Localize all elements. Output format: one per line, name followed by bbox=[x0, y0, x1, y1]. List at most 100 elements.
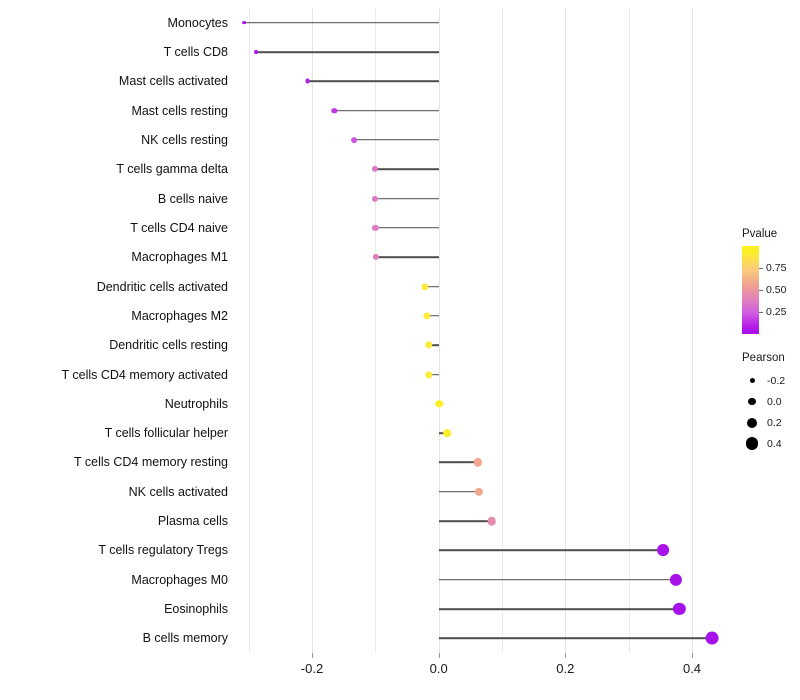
pearson-legend-row: 0.0 bbox=[742, 391, 800, 412]
pearson-legend-dot-cell bbox=[742, 417, 762, 428]
colorbar-tick-label: 0.50 bbox=[766, 284, 787, 296]
y-axis-label: T cells CD4 memory resting bbox=[74, 455, 228, 470]
lollipop-dot[interactable] bbox=[673, 602, 686, 616]
y-axis-label: Dendritic cells activated bbox=[96, 279, 228, 294]
lollipop-dot[interactable] bbox=[443, 429, 451, 437]
pearson-legend-dot bbox=[748, 397, 756, 406]
legend-pvalue-title: Pvalue bbox=[742, 228, 778, 240]
pearson-legend-row: -0.2 bbox=[742, 370, 800, 391]
y-axis-label: Dendritic cells resting bbox=[109, 338, 228, 353]
y-axis-label: T cells CD4 memory activated bbox=[61, 367, 229, 382]
x-tick-label: 0.0 bbox=[429, 661, 448, 676]
gridline-minor bbox=[502, 8, 503, 653]
x-tick-label: 0.2 bbox=[556, 661, 575, 676]
y-axis-label: T cells gamma delta bbox=[116, 162, 228, 177]
gridline-minor bbox=[375, 8, 377, 653]
pearson-legend-dot-cell bbox=[742, 397, 762, 406]
lollipop-stem bbox=[307, 80, 439, 83]
lollipop-dot[interactable] bbox=[669, 573, 682, 586]
gridline-minor bbox=[628, 8, 630, 653]
lollipop-dot[interactable] bbox=[351, 136, 358, 143]
x-tick-mark bbox=[565, 653, 567, 658]
lollipop-stem bbox=[375, 227, 439, 229]
y-axis-label: Eosinophils bbox=[164, 602, 228, 616]
pearson-legend-label: 0.2 bbox=[767, 416, 782, 429]
y-axis-category-labels: Monocytes T cells CD8 Mast cells activated… bbox=[0, 8, 229, 653]
y-axis-label: B cells memory bbox=[142, 631, 228, 646]
y-axis-label: Macrophages M0 bbox=[131, 572, 228, 587]
lollipop-stem bbox=[374, 168, 439, 171]
y-axis-label: Monocytes bbox=[167, 15, 228, 30]
lollipop-dot[interactable] bbox=[372, 254, 380, 261]
lollipop-stem bbox=[424, 285, 439, 288]
legend-pearson: Pearson -0.2 0.0 0.2 0.4 bbox=[742, 352, 800, 454]
y-axis-label: T cells regulatory Tregs bbox=[98, 543, 228, 558]
x-axis: -0.2 0.0 0.2 0.4 bbox=[236, 653, 730, 693]
pearson-legend-label: 0.0 bbox=[767, 395, 782, 408]
lollipop-stem bbox=[256, 51, 439, 53]
lollipop-dot[interactable] bbox=[474, 487, 483, 496]
x-tick-mark bbox=[692, 653, 693, 658]
lollipop-dot[interactable] bbox=[705, 631, 719, 645]
lollipop-stem bbox=[376, 256, 439, 258]
lollipop-dot[interactable] bbox=[371, 195, 378, 202]
pearson-legend-row: 0.4 bbox=[742, 433, 800, 454]
lollipop-stem bbox=[438, 520, 492, 522]
lollipop-dot[interactable] bbox=[331, 107, 337, 114]
y-axis-label: Macrophages M1 bbox=[131, 250, 228, 265]
lollipop-dot[interactable] bbox=[424, 341, 433, 349]
lollipop-stem bbox=[428, 344, 439, 346]
lollipop-dot[interactable] bbox=[473, 458, 483, 467]
lollipop-dot[interactable] bbox=[242, 20, 247, 25]
lollipop-stem bbox=[334, 109, 439, 112]
pvalue-colorbar bbox=[742, 246, 759, 334]
colorbar-tick-label: 0.75 bbox=[766, 262, 787, 274]
lollipop-stem bbox=[438, 461, 478, 464]
lollipop-dot[interactable] bbox=[425, 370, 433, 379]
lollipop-stem bbox=[429, 373, 439, 376]
lollipop-dot[interactable] bbox=[422, 312, 431, 320]
gridline-major bbox=[312, 8, 313, 653]
pvalue-colorbar-wrapper: 0.75 0.50 0.25 bbox=[742, 246, 786, 334]
pearson-legend-dot-cell bbox=[742, 437, 762, 450]
lollipop-dot[interactable] bbox=[656, 544, 669, 557]
lollipop-dot[interactable] bbox=[372, 224, 379, 232]
gridline-major bbox=[692, 8, 693, 653]
colorbar-tick bbox=[759, 312, 763, 313]
legend-pvalue: Pvalue 0.75 0.50 0.25 bbox=[742, 228, 800, 334]
lollipop-dot[interactable] bbox=[254, 50, 259, 54]
lollipop-dot[interactable] bbox=[305, 78, 311, 84]
pearson-legend-dot bbox=[747, 417, 757, 428]
pearson-legend-label: 0.4 bbox=[767, 437, 782, 450]
lollipop-stem bbox=[438, 637, 713, 640]
lollipop-dot[interactable] bbox=[371, 166, 378, 173]
lollipop-stem bbox=[438, 491, 479, 493]
lollipop-dot[interactable] bbox=[421, 282, 429, 291]
pearson-legend-dot-cell bbox=[742, 378, 762, 383]
lollipop-stem bbox=[244, 21, 439, 24]
y-axis-label: Plasma cells bbox=[157, 514, 228, 529]
pearson-size-items: -0.2 0.0 0.2 0.4 bbox=[742, 370, 800, 454]
plot-area bbox=[236, 8, 730, 653]
y-axis-label: Mast cells resting bbox=[131, 103, 228, 118]
lollipop-stem bbox=[438, 432, 447, 434]
lollipop-dot[interactable] bbox=[435, 400, 444, 408]
lollipop-stem bbox=[438, 549, 663, 552]
lollipop-stem bbox=[354, 139, 439, 141]
lollipop-dot[interactable] bbox=[487, 516, 497, 526]
y-axis-label: T cells CD4 naive bbox=[130, 220, 228, 235]
y-axis-label: NK cells resting bbox=[141, 132, 228, 147]
y-axis-label: NK cells activated bbox=[128, 484, 228, 499]
colorbar-tick bbox=[759, 268, 763, 269]
y-axis-label: T cells CD8 bbox=[163, 45, 228, 59]
x-tick-mark bbox=[312, 653, 313, 658]
x-tick-label: 0.4 bbox=[682, 661, 702, 676]
gridline-major bbox=[438, 8, 440, 653]
y-axis-label: B cells naive bbox=[157, 191, 228, 206]
pearson-legend-label: -0.2 bbox=[767, 374, 786, 387]
pearson-legend-dot bbox=[745, 437, 759, 450]
legend-pearson-title: Pearson bbox=[742, 352, 785, 364]
colorbar-tick bbox=[759, 290, 763, 291]
x-tick-mark bbox=[438, 653, 440, 658]
